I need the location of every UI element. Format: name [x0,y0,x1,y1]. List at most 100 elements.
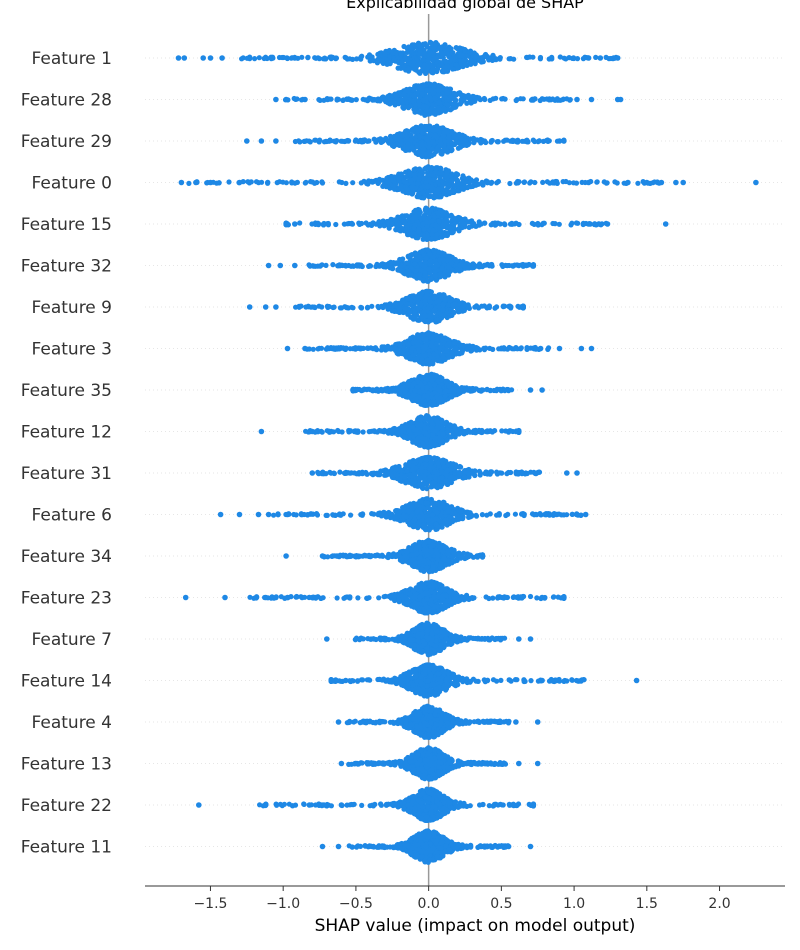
shap-outlier-point [516,262,522,269]
shap-point [322,55,328,61]
shap-point [366,178,372,184]
shap-point [425,330,431,336]
shap-point [375,51,381,58]
shap-point [426,94,433,100]
shap-point [423,135,429,141]
shap-point [431,307,437,313]
shap-point [381,223,387,229]
shap-point [411,273,417,279]
feature-row-points [265,247,537,284]
feature-row-points [246,288,526,325]
shap-outlier-point [585,179,592,186]
shap-point [338,138,344,144]
shap-point [440,133,447,139]
shap-point [401,43,407,50]
shap-outlier-point [277,262,284,269]
shap-point [381,138,387,144]
shap-point [430,45,437,51]
shap-point [397,302,403,308]
shap-point [424,278,430,284]
shap-point [440,125,446,131]
shap-point [461,58,467,64]
shap-point [418,332,425,338]
shap-outlier-point [283,96,289,103]
shap-point [451,221,457,227]
shap-point [416,348,422,354]
shap-point [398,171,404,177]
shap-point [444,348,450,354]
shap-point [464,142,470,148]
shap-point [366,263,372,269]
shap-point [357,346,364,352]
shap-point [407,66,413,72]
shap-point [458,97,464,103]
shap-point [425,183,431,189]
shap-point [360,96,366,102]
shap-point [429,146,435,152]
shap-point [396,175,402,181]
shap-point [226,179,232,185]
shap-point [614,180,620,186]
shap-outlier-point [178,179,185,186]
shap-point [409,231,415,237]
shap-point [429,377,435,384]
shap-point [361,178,367,184]
shap-point [432,132,438,138]
shap-point [604,180,610,186]
shap-point [444,174,450,180]
shap-point [419,141,425,148]
shap-point [458,45,464,52]
shap-point [524,346,530,352]
shap-point [437,141,444,147]
shap-point [469,265,475,271]
shap-outlier-point [680,179,686,186]
shap-point [381,182,387,188]
shap-point [422,112,428,118]
feature-row-points [178,164,759,201]
shap-point [476,305,482,311]
shap-point [312,180,318,186]
shap-point [388,100,394,106]
shap-point [506,344,512,351]
shap-point [444,90,451,96]
shap-point [350,346,356,352]
shap-point [417,48,423,54]
shap-point [429,67,435,73]
shap-point [506,303,512,309]
shap-outlier-point [662,221,669,227]
shap-point [434,336,440,342]
shap-point [432,222,438,228]
shap-point [396,227,402,233]
shap-point [420,97,426,103]
shap-point [443,217,449,223]
shap-point [417,272,423,278]
shap-point [436,87,442,93]
shap-point [545,137,551,143]
feature-row-points [175,39,621,76]
shap-point [471,94,477,100]
shap-point [500,304,506,310]
shap-point [490,346,496,352]
shap-point [239,56,245,62]
shap-point [421,51,427,57]
shap-point [521,179,527,185]
shap-point [409,190,415,196]
shap-point [408,314,414,320]
shap-point [436,63,442,69]
shap-point [425,189,431,195]
shap-point [472,54,478,60]
shap-point [409,345,415,351]
shap-point [422,298,428,304]
shap-point [459,53,466,59]
shap-point [405,260,411,266]
shap-point [398,51,404,57]
shap-point [479,58,485,64]
shap-point [435,146,441,153]
shap-point [603,54,609,61]
shap-point [388,177,394,183]
shap-point [481,262,487,268]
shap-point [449,140,455,146]
feature-row-points [258,413,522,450]
shap-point [482,220,488,226]
shap-point [289,179,295,185]
